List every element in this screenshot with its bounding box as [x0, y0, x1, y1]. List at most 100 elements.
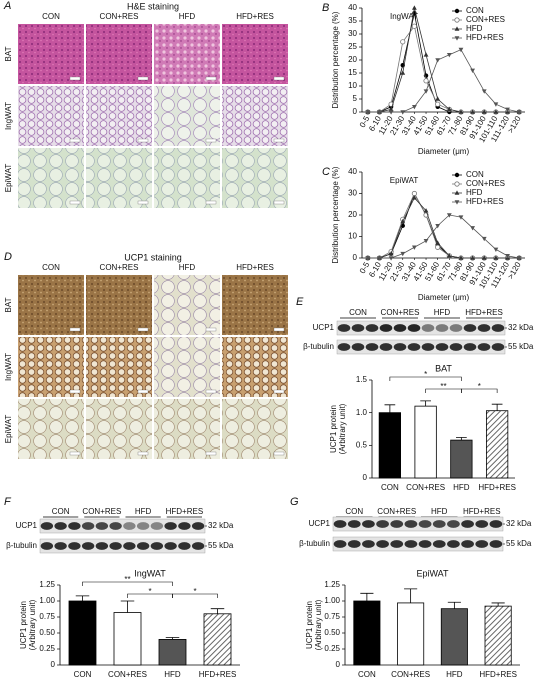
blot-band: [347, 540, 361, 548]
blot-band: [461, 540, 474, 548]
blot-band: [136, 542, 150, 550]
blot-band: [123, 522, 136, 530]
y-axis-label: (Arbitrary unit): [314, 599, 323, 650]
marker: [458, 255, 464, 260]
marker: [516, 256, 522, 261]
panel-title: H&E staining: [127, 1, 179, 11]
scale-bar: [69, 76, 81, 81]
blot-band: [407, 343, 421, 351]
size-label: 32 kDa: [506, 519, 532, 528]
blot-band: [404, 520, 418, 528]
blot-band: [435, 343, 449, 351]
x-tick-label: HFD+RES: [478, 483, 516, 492]
blot-band: [40, 542, 54, 550]
band-label: β-tubulin: [6, 541, 37, 550]
blot-band: [379, 324, 393, 332]
y-tick-label: 1.00: [39, 596, 55, 605]
blot-band: [123, 542, 136, 550]
y-tick-label: 15: [348, 68, 357, 77]
significance-label: *: [193, 587, 196, 596]
micrograph: [222, 86, 288, 146]
marker: [470, 255, 476, 260]
marker: [481, 255, 487, 260]
blot-band: [191, 542, 205, 550]
marker: [388, 110, 394, 115]
micrograph: [222, 337, 288, 397]
marker: [454, 8, 460, 14]
blot-band: [109, 542, 122, 550]
row-label: EpiWAT: [4, 164, 13, 193]
marker: [423, 78, 429, 84]
column-label: HFD+RES: [236, 12, 274, 21]
marker: [411, 23, 417, 29]
y-tick-label: 0.5: [356, 440, 368, 449]
panel-letter: C: [322, 166, 330, 178]
marker: [423, 89, 429, 94]
size-label: 55 kDa: [208, 541, 234, 550]
y-tick-label: 0: [363, 473, 368, 482]
series-line: [367, 7, 520, 113]
y-tick-label: 0.50: [324, 628, 340, 637]
marker: [493, 109, 499, 114]
significance-label: **: [124, 575, 130, 584]
panel-letter: G: [290, 496, 299, 508]
blot-band: [365, 324, 379, 332]
y-axis-label: (Arbitrary unit): [338, 403, 347, 454]
blot-band: [477, 343, 491, 351]
band-label: UCP1: [16, 521, 38, 530]
blot-band: [447, 520, 460, 528]
x-tick-label: HFD: [164, 670, 181, 679]
scale-bar: [205, 389, 217, 394]
chart-title: EpiWAT: [390, 176, 419, 185]
y-tick-label: 35: [348, 16, 357, 25]
panel-letter: A: [3, 0, 11, 12]
micrograph: [86, 275, 152, 335]
y-axis-label: Distribution percentage (%): [331, 166, 340, 263]
blot-band: [337, 343, 351, 351]
blot-band: [351, 343, 365, 351]
marker: [493, 247, 499, 252]
y-tick-label: 0.75: [324, 612, 340, 621]
marker: [377, 110, 382, 115]
blot-band: [54, 522, 67, 530]
row-label: IngWAT: [4, 102, 13, 130]
y-tick-label: 0.75: [39, 612, 55, 621]
micrograph: [86, 337, 152, 397]
y-axis-label: UCP1 protein: [329, 405, 338, 453]
y-tick-label: 20: [348, 210, 357, 219]
size-label: 32 kDa: [208, 521, 234, 530]
x-tick-label: >120: [506, 114, 523, 135]
blot-band: [463, 324, 477, 332]
marker: [365, 110, 371, 115]
marker: [435, 101, 441, 107]
blot-band: [461, 520, 474, 528]
x-tick-label: HFD+RES: [199, 670, 237, 679]
group-label: CON: [349, 308, 367, 317]
scale-bar: [69, 138, 81, 143]
bar: [113, 612, 142, 666]
blot-band: [178, 542, 191, 550]
blot-band: [40, 522, 54, 530]
chart-title: EpiWAT: [416, 568, 449, 578]
scale-bar: [273, 138, 285, 143]
blot-band: [362, 540, 375, 548]
marker: [505, 107, 510, 112]
scale-bar: [273, 327, 285, 332]
y-tick-label: 0.50: [39, 628, 55, 637]
marker: [458, 215, 464, 220]
marker: [400, 251, 406, 257]
marker: [454, 26, 460, 31]
marker: [470, 226, 476, 231]
column-label: CON: [42, 12, 60, 21]
micrograph: [18, 275, 84, 335]
y-axis-label: Distribution percentage (%): [331, 11, 340, 108]
row-label: IngWAT: [4, 353, 13, 381]
micrograph: [154, 399, 220, 459]
marker: [446, 213, 452, 218]
significance-label: *: [478, 382, 481, 391]
blot-band: [432, 540, 446, 548]
scale-bar: [137, 200, 149, 205]
marker: [454, 36, 460, 41]
y-tick-label: 1.0: [356, 408, 368, 417]
blot-band: [449, 343, 463, 351]
